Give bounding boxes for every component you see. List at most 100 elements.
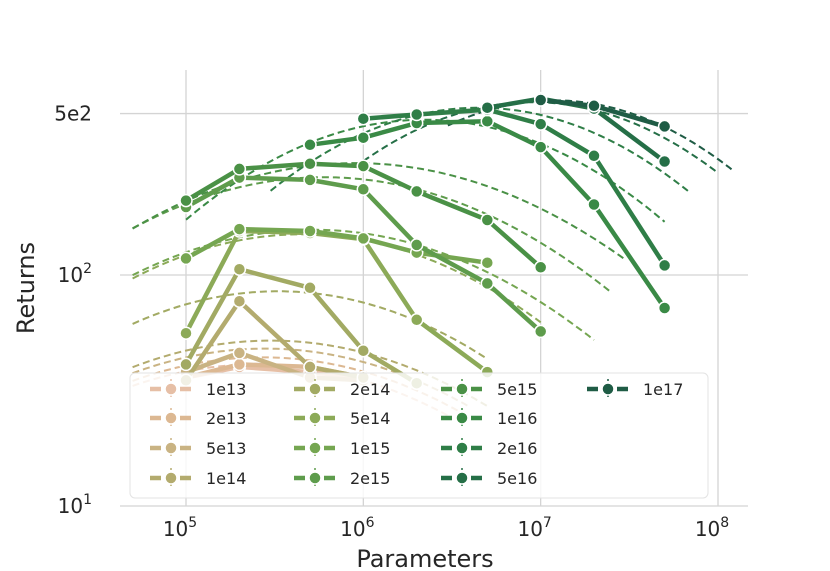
legend-swatch-marker	[601, 382, 615, 396]
data-point	[232, 294, 247, 308]
data-point	[303, 138, 317, 152]
data-point	[232, 357, 247, 372]
data-point	[179, 357, 193, 372]
legend-item: 2e15	[294, 468, 390, 488]
legend-label: 2e15	[350, 469, 390, 488]
legend-label: 5e16	[497, 469, 537, 488]
data-point	[232, 262, 247, 276]
legend-swatch-marker	[308, 471, 322, 485]
legend-item: 1e13	[150, 379, 246, 399]
x-axis-label: Parameters	[356, 545, 493, 571]
data-point	[303, 224, 317, 238]
legend-label: 1e13	[206, 380, 246, 399]
data-point	[480, 255, 495, 270]
data-point	[480, 114, 495, 129]
legend-swatch-marker	[455, 471, 469, 485]
series-line	[183, 226, 490, 265]
tick-labels: 105 106 107 108 101 102 5e2	[54, 102, 729, 541]
legend-label: 2e16	[497, 439, 537, 458]
data-point	[356, 182, 371, 197]
legend-item: 2e13	[150, 408, 246, 428]
data-point	[587, 99, 601, 113]
data-point	[657, 301, 672, 315]
legend-swatch-marker	[308, 382, 322, 396]
data-point	[303, 360, 317, 374]
y-axis-label: Returns	[12, 242, 40, 334]
data-point	[533, 140, 548, 154]
legend-swatch-marker	[164, 441, 178, 455]
legend-swatch-marker	[455, 411, 469, 425]
legend-label: 2e13	[206, 409, 246, 428]
legend-item: 2e14	[294, 379, 390, 399]
legend-item: 1e15	[294, 438, 390, 458]
legend-item: 5e14	[294, 408, 390, 428]
legend-label: 5e15	[497, 380, 537, 399]
data-point	[657, 154, 672, 169]
legend-label: 5e13	[206, 439, 246, 458]
series-line	[361, 107, 667, 268]
data-point	[179, 193, 193, 208]
series-line	[183, 298, 366, 383]
legend-swatch-marker	[455, 441, 469, 455]
legend-label: 1e14	[206, 469, 246, 488]
data-point	[657, 258, 672, 273]
legend-swatch-marker	[164, 471, 178, 485]
y-tick-label: 101	[58, 492, 92, 518]
data-point	[480, 213, 495, 227]
data-point	[232, 162, 247, 176]
legend-item: 5e13	[150, 438, 246, 458]
legend-item: 1e14	[150, 468, 246, 488]
y-tick-label: 102	[58, 261, 92, 287]
data-point	[356, 111, 371, 126]
data-point	[303, 173, 317, 187]
legend-swatch-marker	[308, 411, 322, 425]
data-point	[179, 326, 193, 340]
fit-curve	[269, 106, 692, 194]
data-point	[232, 222, 247, 236]
data-point	[356, 159, 371, 173]
legend: 1e13 2e13 5e13 1e14 2e14 5e14 1e15 2e15 5e15 1e16…	[129, 372, 709, 499]
y-tick-label: 5e2	[54, 102, 92, 126]
data-point	[409, 238, 424, 252]
data-point	[179, 251, 193, 266]
data-point	[533, 260, 548, 275]
series	[179, 157, 548, 275]
x-tick-label: 105	[163, 515, 197, 541]
data-point	[303, 281, 317, 295]
legend-label: 5e14	[350, 409, 390, 428]
legend-item: 2e16	[441, 438, 537, 458]
x-tick-label: 106	[340, 515, 374, 541]
legend-swatch-marker	[308, 441, 322, 455]
legend-swatch-marker	[164, 382, 178, 396]
legend-swatch-marker	[455, 382, 469, 396]
data-point	[409, 107, 424, 122]
legend-label: 1e15	[350, 439, 390, 458]
legend-swatch-marker	[164, 411, 178, 425]
fit-curve	[132, 176, 612, 294]
legend-item: 1e16	[441, 408, 537, 428]
legend-item: 1e17	[587, 379, 683, 399]
data-point	[303, 157, 317, 171]
series	[179, 170, 548, 339]
legend-label: 1e17	[643, 380, 683, 399]
legend-box	[129, 372, 709, 499]
data-point	[533, 117, 548, 131]
data-point	[409, 313, 424, 327]
legend-label: 2e14	[350, 380, 390, 399]
data-point	[533, 93, 548, 107]
data-point	[480, 100, 495, 115]
data-point	[533, 324, 548, 339]
data-point	[409, 184, 424, 199]
data-point	[232, 346, 247, 360]
legend-item: 5e16	[441, 468, 537, 488]
data-point	[480, 276, 495, 291]
x-tick-label: 108	[695, 515, 729, 541]
x-tick-label: 107	[517, 515, 551, 541]
series	[533, 93, 672, 134]
data-point	[356, 231, 371, 246]
series	[179, 222, 495, 270]
data-point	[657, 119, 672, 134]
data-point	[356, 343, 371, 358]
fit-curve	[185, 118, 666, 223]
